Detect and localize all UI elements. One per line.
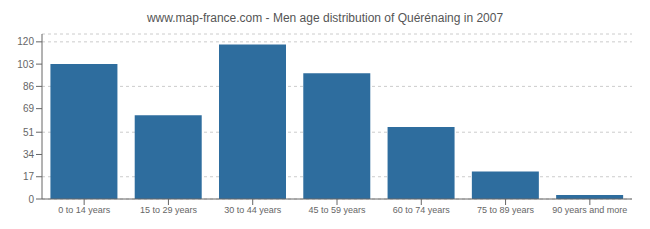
svg-text:90 years and more: 90 years and more <box>552 205 627 215</box>
svg-text:86: 86 <box>23 81 35 92</box>
svg-text:0 to 14 years: 0 to 14 years <box>58 205 111 215</box>
svg-text:34: 34 <box>23 149 35 160</box>
svg-text:51: 51 <box>23 127 35 138</box>
svg-text:75 to 89 years: 75 to 89 years <box>477 205 535 215</box>
html-text:www.map-france.com - Men age d: www.map-france.com - Men age distributio… <box>146 11 504 25</box>
svg-text:103: 103 <box>17 59 34 70</box>
svg-text:0: 0 <box>28 194 34 205</box>
svg-text:120: 120 <box>17 36 34 47</box>
svg-text:15 to 29 years: 15 to 29 years <box>140 205 198 215</box>
svg-text:30 to 44 years: 30 to 44 years <box>224 205 282 215</box>
svg-text:45 to 59 years: 45 to 59 years <box>308 205 366 215</box>
svg-text:69: 69 <box>23 103 35 114</box>
svg-text:60 to 74 years: 60 to 74 years <box>393 205 451 215</box>
svg-text:17: 17 <box>23 171 35 182</box>
